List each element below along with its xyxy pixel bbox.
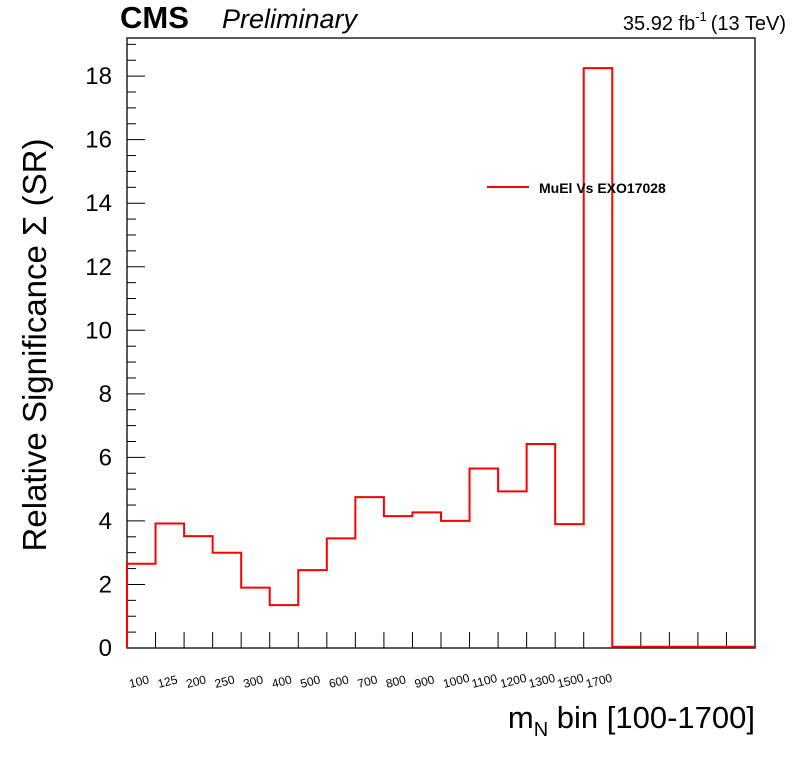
histogram-bin	[270, 605, 299, 648]
y-axis-title: Relative Significance Σ (SR)	[16, 139, 53, 552]
histogram-bin	[241, 588, 270, 648]
histogram-bin	[555, 524, 584, 648]
x-axis-title-rest: bin [100-1700]	[548, 700, 755, 735]
histogram-bin	[726, 647, 755, 648]
x-tick-label: 200	[185, 672, 208, 691]
x-tick-label: 700	[356, 672, 379, 691]
histogram-bin	[470, 468, 499, 648]
y-tick-label: 0	[99, 635, 112, 662]
lumi-exponent: -1	[695, 9, 707, 24]
x-tick-label: 1100	[470, 671, 499, 691]
histogram-bin	[612, 647, 641, 648]
histogram-bin	[384, 516, 413, 648]
y-tick-label: 18	[85, 63, 112, 90]
x-tick-label: 400	[270, 672, 293, 691]
histogram-bin	[327, 538, 356, 648]
y-axis: 0 2 4 6 8 10 12 14 16 18	[85, 43, 145, 662]
histogram-bin	[669, 647, 698, 648]
series-line-muel-vs-exo17028	[126, 67, 755, 648]
histogram-bin	[584, 68, 613, 648]
histogram-bin	[156, 523, 185, 648]
y-tick-label: 4	[99, 508, 112, 535]
histogram-bin	[298, 570, 327, 648]
histogram-bin	[213, 553, 242, 648]
x-axis-title-subscript: N	[534, 719, 548, 741]
x-axis-title: mN bin [100-1700]	[508, 700, 755, 741]
y-tick-label: 2	[99, 571, 112, 598]
lumi-energy: (13 TeV)	[711, 13, 786, 35]
x-tick-label: 100	[128, 672, 151, 691]
legend: MuEl Vs EXO17028	[487, 180, 666, 196]
x-tick-label: 600	[327, 672, 350, 691]
histogram-bin	[412, 512, 441, 648]
x-tick-label: 900	[413, 672, 436, 691]
y-tick-label: 6	[99, 444, 112, 471]
x-tick-label: 125	[156, 672, 179, 691]
histogram-bin	[527, 444, 556, 648]
y-tick-label: 12	[85, 254, 112, 281]
y-tick-label: 8	[99, 381, 112, 408]
data-series	[126, 67, 755, 648]
histogram-bin	[698, 647, 727, 648]
x-tick-label: 1200	[499, 671, 529, 691]
x-tick-label: 300	[242, 672, 265, 691]
histogram-bin	[641, 647, 670, 648]
x-tick-label: 250	[213, 672, 236, 691]
histogram-bin	[498, 491, 527, 648]
cms-label: CMS	[120, 0, 189, 35]
legend-entry-label: MuEl Vs EXO17028	[539, 180, 666, 196]
y-tick-label: 16	[85, 127, 112, 154]
x-axis: 100 125 200 250 300 400 500 600 700 800 900 1000 110…	[126, 632, 756, 691]
x-tick-label: 1700	[584, 671, 614, 691]
x-tick-label: 1500	[556, 671, 586, 691]
x-axis-title-main: m	[508, 700, 534, 735]
x-tick-label: 800	[385, 672, 408, 691]
histogram-bin	[441, 521, 470, 648]
x-tick-label: 1300	[527, 671, 557, 691]
histogram-bin	[127, 564, 156, 648]
lumi-value: 35.92 fb	[623, 13, 695, 35]
y-tick-label: 14	[85, 190, 112, 217]
preliminary-label: Preliminary	[222, 4, 359, 34]
y-tick-label: 10	[85, 317, 112, 344]
histogram-bin	[355, 497, 384, 648]
x-tick-label: 500	[299, 672, 322, 691]
histogram-bin	[184, 536, 213, 648]
luminosity-label: 35.92 fb-1 (13 TeV)	[623, 9, 786, 35]
x-tick-label: 1000	[442, 671, 472, 691]
